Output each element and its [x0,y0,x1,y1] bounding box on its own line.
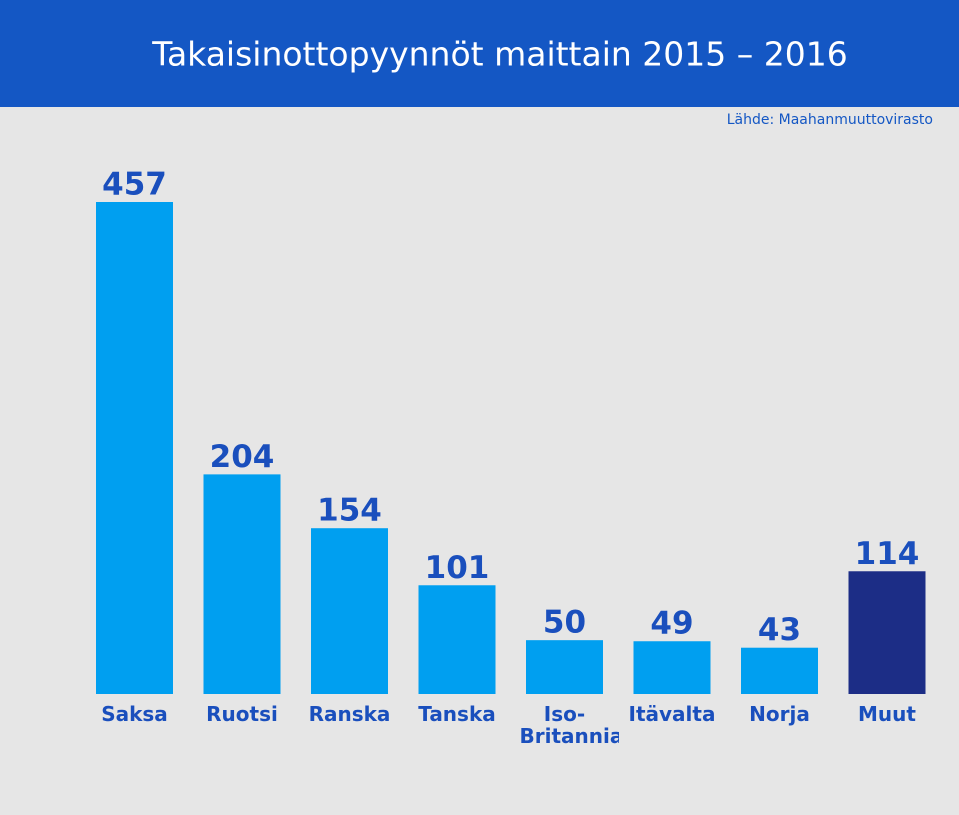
x-label-box: Ranska [308,703,391,726]
header-bar [0,0,959,107]
x-label-box: Muut [858,703,916,726]
x-tick-label: Norja [749,703,810,726]
value-label: 204 [210,439,275,475]
value-label: 43 [758,612,801,648]
value-label: 154 [317,493,382,529]
x-label-box: Ruotsi [206,703,278,726]
x-tick-label: Saksa [101,703,168,726]
bar [741,647,818,694]
x-tick-label: Tanska [418,703,496,726]
x-tick-label: Muut [858,703,916,726]
value-label: 101 [425,550,490,586]
chart-title: Takaisinottopyynnöt maittain 2015 – 2016 [151,35,847,74]
bar [311,528,388,694]
x-tick-label: Itävalta [628,703,716,726]
bar [203,474,281,694]
x-tick-label: Ranska [308,703,391,726]
x-label-box: Norja [749,703,810,726]
x-tick-label: Iso-Britannia [519,703,619,748]
value-label: 50 [543,605,586,641]
value-label: 49 [650,606,693,642]
x-tick-label: Ruotsi [206,703,278,726]
x-label-box: Itävalta [628,703,716,726]
value-label: 457 [102,167,167,203]
bar [96,202,173,694]
x-label-box: Tanska [418,703,496,726]
x-label-box: Iso-Britannia [519,703,619,748]
bar [526,640,603,694]
source: Lähde: Maahanmuuttovirasto [727,112,933,128]
bar [848,571,926,694]
value-label: 114 [855,536,920,572]
bar [418,585,496,694]
bar [633,641,711,694]
x-label-box: Saksa [101,703,168,726]
